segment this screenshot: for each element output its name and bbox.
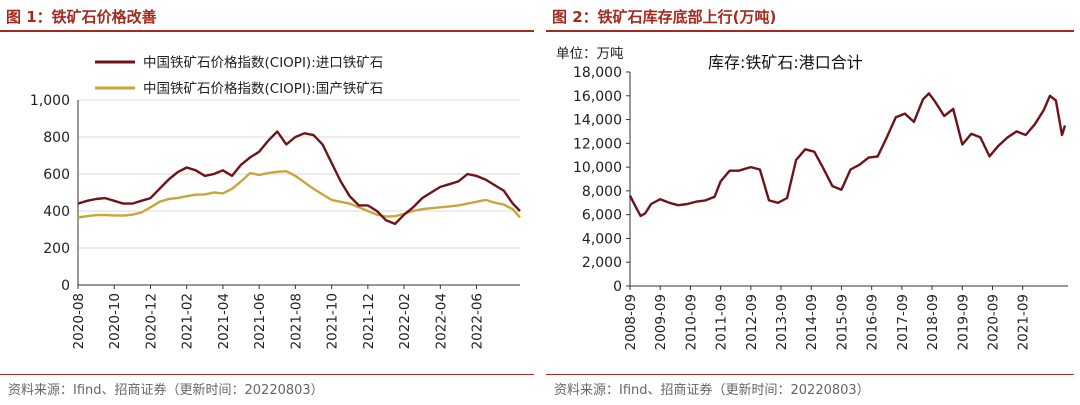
y-tick-label: 2,000 xyxy=(582,255,622,271)
left-panel: 图 1：铁矿石价格改善 1,000 800 600 400 200 0 2020-08 202… xyxy=(0,8,534,398)
legend-label: 中国铁矿石价格指数(CIOPI):进口铁矿石 xyxy=(143,55,383,71)
y-tick-label: 1,000 xyxy=(30,93,70,109)
x-tick-label: 2018-09 xyxy=(925,294,941,350)
y-tick-label: 800 xyxy=(43,130,70,146)
x-tick-label: 2015-09 xyxy=(834,294,850,350)
y-tick-label: 12,000 xyxy=(573,136,622,152)
x-tick-label: 2021-10 xyxy=(325,293,341,349)
right-source-note: 资料来源：Ifind、招商证券（更新时间：20220803） xyxy=(554,383,870,398)
y-tick-label: 0 xyxy=(61,278,70,294)
series-line-domestic xyxy=(77,169,521,219)
right-panel: 图 2：铁矿石库存底部上行(万吨) 单位：万吨 18,000 16,000 14,00… xyxy=(546,0,1080,405)
x-tick-label: 2020-09 xyxy=(985,294,1001,350)
left-source-note: 资料来源：Ifind、招商证券（更新时间：20220803） xyxy=(8,383,324,398)
x-tick-label: 2009-09 xyxy=(653,294,669,350)
y-tick-label: 8,000 xyxy=(582,184,622,200)
x-tick-label: 2021-08 xyxy=(288,293,304,349)
x-tick-label: 2020-08 xyxy=(71,293,87,349)
x-tick-label: 2012-09 xyxy=(744,294,760,350)
y-tick-label: 600 xyxy=(43,167,70,183)
x-tick-label: 2021-02 xyxy=(180,293,196,349)
x-tick-label: 2022-04 xyxy=(433,293,449,349)
x-tick-label: 2016-09 xyxy=(865,294,881,350)
right-bottom-rule xyxy=(546,374,1074,375)
series-label: 库存:铁矿石:港口合计 xyxy=(708,53,863,72)
x-tick-label: 2022-02 xyxy=(397,293,413,349)
x-tick-label: 2021-12 xyxy=(361,293,377,349)
series-line-port-inventory xyxy=(628,92,1067,218)
y-tick-label: 0 xyxy=(613,279,622,295)
x-tick-label: 2017-09 xyxy=(895,294,911,350)
right-title-rule xyxy=(546,30,1074,32)
left-bottom-rule xyxy=(0,374,534,375)
x-tick-label: 2021-04 xyxy=(216,293,232,349)
x-tick-label: 2019-09 xyxy=(955,294,971,350)
x-tick-label: 2008-09 xyxy=(623,294,639,350)
y-tick-label: 16,000 xyxy=(573,89,622,105)
x-tick-label: 2021-09 xyxy=(1016,294,1032,350)
unit-label: 单位：万吨 xyxy=(556,46,624,62)
y-tick-label: 400 xyxy=(43,204,70,220)
right-inventory-chart: 单位：万吨 18,000 16,000 14,000 12,000 10,000 8,000… xyxy=(556,46,1068,350)
x-tick-label: 2021-06 xyxy=(252,293,268,349)
right-chart-title: 图 2：铁矿石库存底部上行(万吨) xyxy=(552,8,777,26)
left-title-rule xyxy=(0,30,534,32)
y-tick-label: 18,000 xyxy=(573,65,622,81)
left-chart-title: 图 1：铁矿石价格改善 xyxy=(6,8,157,26)
x-tick-label: 2014-09 xyxy=(804,294,820,350)
series-line-imported xyxy=(77,130,521,226)
y-tick-label: 200 xyxy=(43,241,70,257)
x-tick-label: 2020-12 xyxy=(143,293,159,349)
x-tick-label: 2010-09 xyxy=(683,294,699,350)
x-tick-label: 2011-09 xyxy=(714,294,730,350)
y-tick-label: 10,000 xyxy=(573,160,622,176)
x-tick-label: 2022-06 xyxy=(470,293,486,349)
y-tick-label: 14,000 xyxy=(573,113,622,129)
x-tick-label: 2020-10 xyxy=(107,293,123,349)
y-tick-label: 4,000 xyxy=(582,231,622,247)
legend-label: 中国铁矿石价格指数(CIOPI):国产铁矿石 xyxy=(143,81,383,97)
x-tick-label: 2013-09 xyxy=(774,294,790,350)
y-tick-label: 6,000 xyxy=(582,208,622,224)
